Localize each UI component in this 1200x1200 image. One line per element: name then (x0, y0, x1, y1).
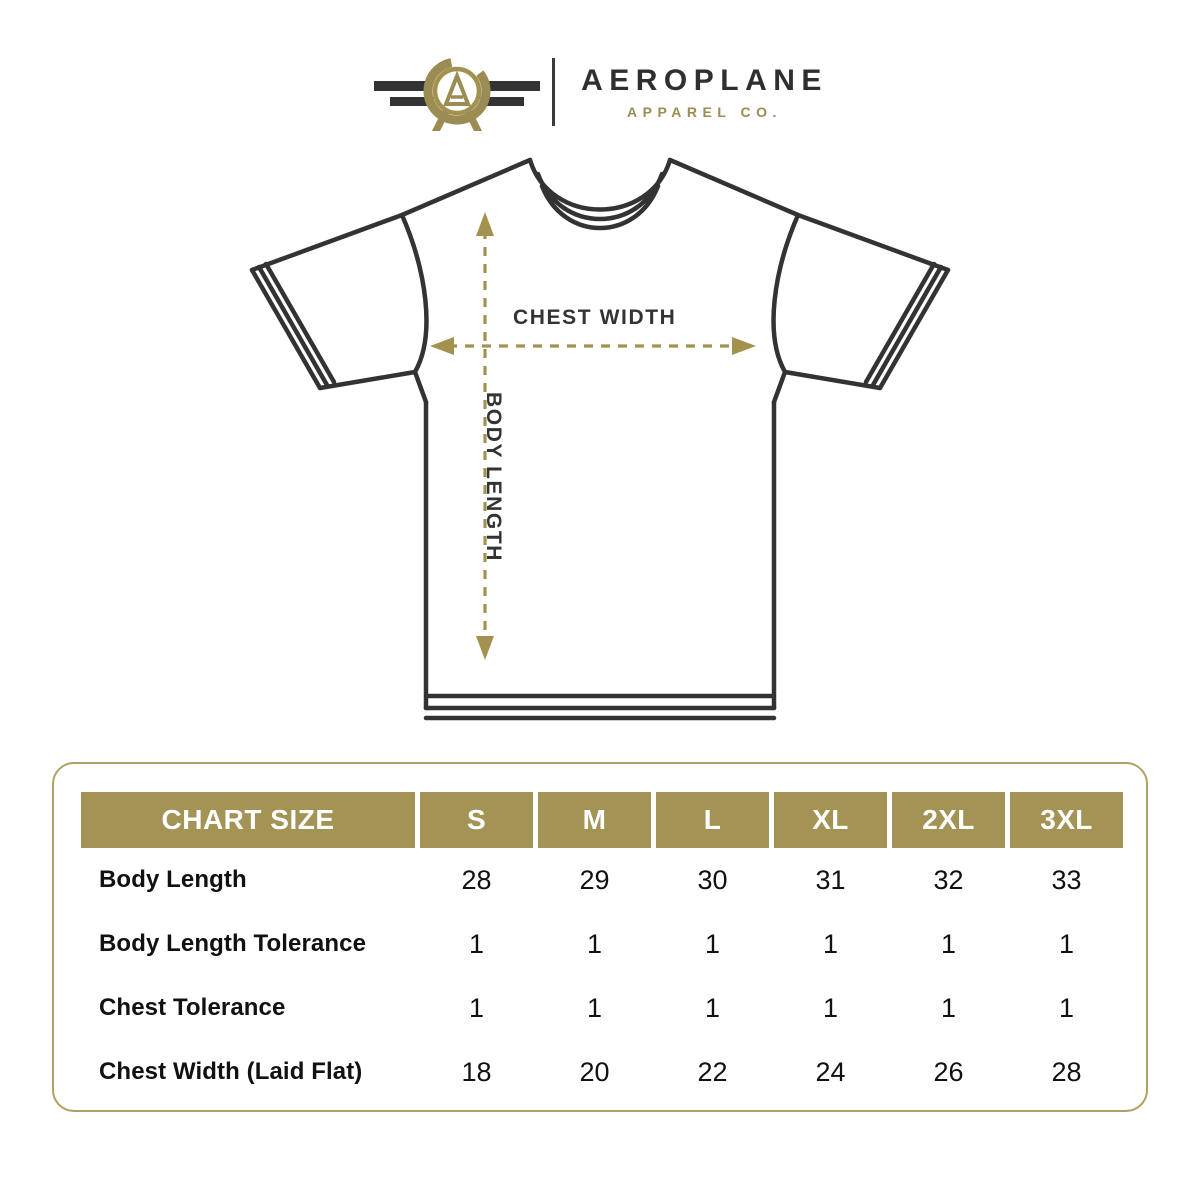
winged-circle-a-emblem-icon (372, 47, 542, 137)
cell-body-length-tolerance-xl: 1 (822, 928, 839, 959)
cell-body-length-3xl: 33 (1051, 864, 1082, 895)
brand-tagline: APPAREL CO. (627, 103, 782, 120)
column-header-m: M (538, 792, 651, 848)
cell-body-length-tolerance-m: 1 (586, 928, 603, 959)
column-header-xl: XL (774, 792, 887, 848)
brand-name: AEROPLANE (581, 63, 828, 97)
table-header-row: CHART SIZE S M L XL 2XL 3XL (81, 792, 1123, 848)
column-header-3xl: 3XL (1010, 792, 1123, 848)
cell-body-length-tolerance-2xl: 1 (940, 928, 957, 959)
table-row: Chest Width (Laid Flat) 18 20 22 24 26 2… (81, 1040, 1123, 1104)
column-header-2xl: 2XL (892, 792, 1005, 848)
table-row: Body Length Tolerance 1 1 1 1 1 1 (81, 912, 1123, 976)
cell-chest-tolerance-xl: 1 (822, 992, 839, 1023)
column-header-chart-size: CHART SIZE (81, 792, 415, 848)
cell-chest-width-m: 20 (579, 1056, 610, 1087)
table-row: Body Length 28 29 30 31 32 33 (81, 848, 1123, 912)
cell-body-length-l: 30 (697, 864, 728, 895)
cell-body-length-xl: 31 (815, 864, 846, 895)
cell-chest-tolerance-3xl: 1 (1058, 992, 1075, 1023)
row-label-chest-tolerance: Chest Tolerance (99, 994, 286, 1021)
cell-body-length-tolerance-s: 1 (468, 928, 485, 959)
cell-chest-tolerance-2xl: 1 (940, 992, 957, 1023)
table-body: Body Length 28 29 30 31 32 33 Body Lengt… (81, 848, 1123, 1104)
cell-body-length-tolerance-l: 1 (704, 928, 721, 959)
table-row: Chest Tolerance 1 1 1 1 1 1 (81, 976, 1123, 1040)
cell-chest-tolerance-s: 1 (468, 992, 485, 1023)
body-length-label: BODY LENGTH (482, 392, 505, 563)
cell-chest-width-s: 18 (461, 1056, 492, 1087)
cell-chest-tolerance-m: 1 (586, 992, 603, 1023)
brand-wordmark: AEROPLANE APPAREL CO. (581, 63, 828, 120)
cell-chest-width-xl: 24 (815, 1056, 846, 1087)
cell-body-length-m: 29 (579, 864, 610, 895)
row-label-body-length-tolerance: Body Length Tolerance (99, 930, 367, 957)
table-header: CHART SIZE S M L XL 2XL 3XL (81, 792, 1123, 848)
cell-chest-width-3xl: 28 (1051, 1056, 1082, 1087)
cell-body-length-tolerance-3xl: 1 (1058, 928, 1075, 959)
chest-width-label: CHEST WIDTH (513, 306, 677, 329)
row-label-body-length: Body Length (99, 866, 247, 893)
size-chart-table-container: CHART SIZE S M L XL 2XL 3XL Body Length … (52, 762, 1148, 1112)
brand-header: AEROPLANE APPAREL CO. (0, 42, 1200, 142)
row-label-chest-width-laid-flat: Chest Width (Laid Flat) (99, 1058, 363, 1085)
tshirt-diagram (230, 130, 970, 740)
cell-chest-width-l: 22 (697, 1056, 728, 1087)
cell-chest-tolerance-l: 1 (704, 992, 721, 1023)
column-header-s: S (420, 792, 533, 848)
size-chart-table: CHART SIZE S M L XL 2XL 3XL Body Length … (76, 792, 1128, 1104)
cell-body-length-2xl: 32 (933, 864, 964, 895)
cell-chest-width-2xl: 26 (933, 1056, 964, 1087)
cell-body-length-s: 28 (461, 864, 492, 895)
brand-divider (552, 58, 556, 126)
column-header-l: L (656, 792, 769, 848)
